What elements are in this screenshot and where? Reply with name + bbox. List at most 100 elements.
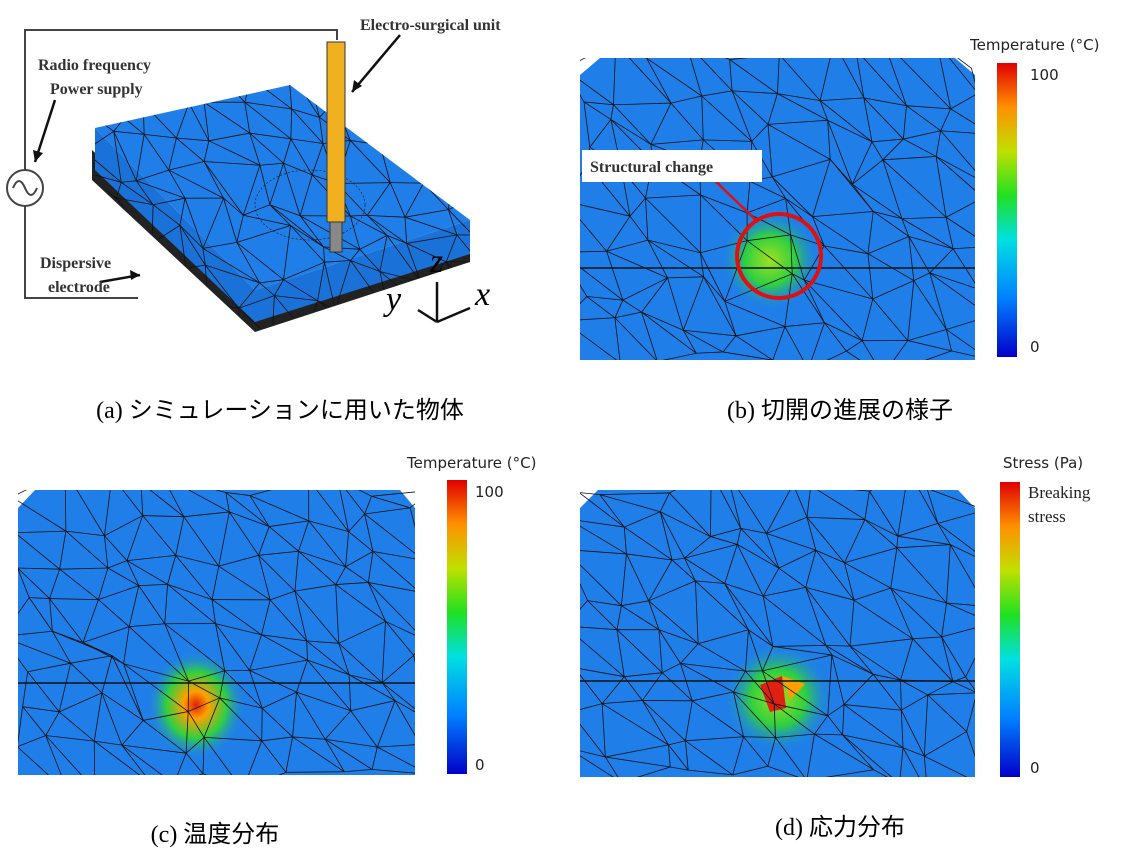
- mesh-edge: [84, 303, 86, 345]
- mesh-edge: [985, 473, 988, 510]
- mesh-edge: [124, 103, 143, 118]
- mesh-edge: [252, 68, 289, 78]
- mesh-edge: [101, 243, 152, 244]
- mesh-edge: [72, 239, 101, 244]
- panel-d: Stress (Pa) Breaking stress 0 (d) 応力分布: [564, 454, 1090, 841]
- mesh-edge: [318, 301, 360, 333]
- mesh-edge: [335, 310, 359, 333]
- mesh-edge: [421, 282, 425, 308]
- mesh-edge: [452, 96, 457, 134]
- mesh-edge: [979, 246, 990, 289]
- mesh-edge: [101, 303, 115, 326]
- axis-label: z: [429, 243, 443, 280]
- mesh-edge: [985, 510, 993, 565]
- mesh-edge: [458, 96, 477, 104]
- mesh-edge: [382, 108, 425, 138]
- colorbar-label: 0: [1030, 759, 1040, 777]
- axis-arrows: [418, 282, 470, 322]
- mesh-edge: [15, 533, 18, 568]
- mesh-edge: [141, 475, 162, 483]
- mesh-edge: [335, 310, 384, 343]
- axis-label: x: [474, 276, 490, 313]
- mesh-edge: [385, 74, 425, 83]
- mesh-edge: [927, 787, 985, 793]
- mesh-edge: [189, 102, 204, 103]
- mesh-edge: [187, 290, 208, 303]
- mesh-edge: [616, 43, 647, 58]
- mesh-edge: [669, 472, 711, 493]
- figure: Electro-surgical unit Radio frequency Po…: [0, 0, 1131, 850]
- mesh-edge: [568, 712, 571, 748]
- mesh-edge: [69, 192, 73, 239]
- mesh-edge: [84, 303, 101, 325]
- mesh-edge: [94, 741, 95, 790]
- mesh-edge: [711, 471, 726, 472]
- caption: (c) 温度分布: [151, 821, 280, 848]
- mesh-edge: [565, 626, 575, 668]
- mesh-edge: [135, 322, 168, 325]
- mesh-edge: [153, 266, 154, 299]
- mesh-edge: [169, 322, 216, 346]
- mesh-edge: [425, 137, 454, 166]
- caption: (b) 切開の進展の様子: [727, 397, 953, 424]
- mesh-edge: [216, 325, 238, 346]
- mesh-edge: [152, 243, 153, 266]
- mesh-edge: [286, 772, 344, 773]
- mesh-edge: [154, 299, 169, 322]
- mesh-edge: [272, 334, 306, 340]
- mesh-edge: [153, 76, 189, 103]
- mesh-edge: [448, 198, 473, 210]
- mesh-edge: [335, 310, 388, 314]
- mesh-edge: [204, 76, 220, 102]
- mesh-edge: [989, 316, 990, 359]
- mesh-edge: [175, 82, 189, 104]
- mesh-edge: [647, 42, 686, 58]
- mesh-edge: [154, 290, 187, 299]
- mesh-edge: [135, 299, 153, 325]
- mesh-edge: [458, 96, 483, 136]
- panel-a: Electro-surgical unit Radio frequency Po…: [7, 17, 501, 424]
- mesh-edge: [986, 565, 994, 606]
- mesh-edge: [435, 328, 488, 347]
- mesh-edge: [568, 493, 579, 520]
- mesh-edge: [187, 290, 216, 346]
- colorbar: [1000, 482, 1020, 777]
- mesh-edge: [115, 303, 135, 325]
- mesh-edge: [779, 42, 834, 55]
- mesh-edge: [208, 304, 216, 347]
- mesh-edge: [560, 201, 564, 252]
- mesh-edge: [12, 497, 15, 533]
- mesh-edge: [983, 198, 990, 247]
- mesh-edge: [174, 774, 203, 784]
- mesh-edge: [420, 719, 428, 744]
- mesh-edge: [727, 471, 793, 484]
- mesh-edge: [467, 166, 474, 198]
- panel-b: Structural change Temperature (°C) 100 0…: [560, 36, 1099, 424]
- mesh-edge: [143, 76, 153, 103]
- rod-tip: [330, 222, 342, 252]
- arrowhead: [130, 270, 140, 280]
- mesh-edge: [437, 75, 458, 96]
- mesh-edge: [84, 110, 124, 119]
- mesh-edge: [414, 655, 428, 719]
- mesh-edge: [561, 321, 563, 372]
- colorbar-label: 0: [475, 756, 485, 774]
- mesh-edge: [411, 83, 424, 100]
- colorbar-label: 100: [1030, 66, 1059, 84]
- mesh-edge: [385, 74, 411, 99]
- mesh-edge: [220, 76, 251, 78]
- mesh-edge: [476, 103, 482, 136]
- mesh-edge: [382, 100, 412, 108]
- mesh-edge: [869, 471, 908, 492]
- mesh-edge: [927, 473, 988, 489]
- mesh-edge: [411, 328, 435, 333]
- caption: (a) シミュレーションに用いた物体: [96, 397, 464, 424]
- mesh-edge: [424, 290, 459, 307]
- mesh-edge: [452, 134, 467, 166]
- mesh-edge: [309, 479, 338, 480]
- mesh-edge: [856, 40, 883, 50]
- mesh-edge: [983, 184, 986, 198]
- mesh-edge: [13, 747, 18, 784]
- mesh-edge: [467, 136, 482, 166]
- mesh-edge: [288, 68, 310, 80]
